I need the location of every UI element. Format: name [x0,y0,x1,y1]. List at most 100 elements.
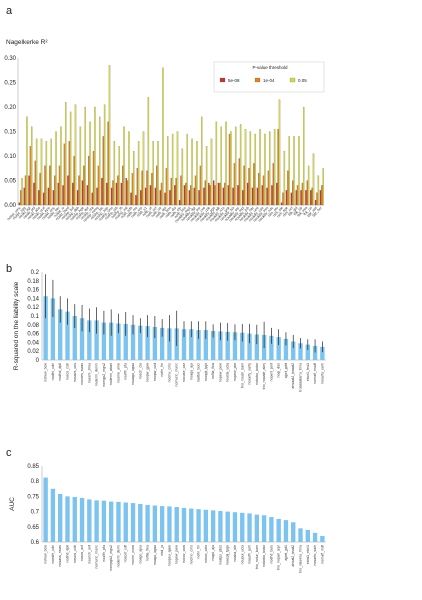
x-tick-label: nofila_fkiu [146,545,150,561]
y-tick-label: 0.16 [27,288,39,294]
x-tick-label: nofila_fkia [211,363,215,379]
x-tick-label: rsm_sle [272,206,284,218]
bar-0.05 [74,104,77,206]
legend-title: P-value threshold [252,65,288,70]
bar-0.05 [137,141,140,206]
bar-0.05 [230,131,232,206]
x-tick-label: ajpet_jpt1 [284,545,288,561]
panel-a-chart: Nagelkerke R² 0.00 0.05 0.10 0.15 0.20 0.25 0.3… [4,39,325,223]
bar-5e-08 [154,187,157,206]
bar-1e-04 [136,168,139,206]
bar [130,324,136,360]
bar-0.05 [298,136,300,206]
bar-5e-08 [261,185,263,206]
bar-1e-04 [63,143,66,206]
bar-1e-04 [204,180,207,206]
bar-1e-04 [44,165,46,206]
y-tick-label: 0.18 [27,279,39,285]
bar [167,506,172,542]
x-tick-label: rsm_ucl [282,206,294,218]
y-tick-label: 0.6 [31,540,40,546]
bar [291,341,296,360]
bar-0.05 [239,124,242,206]
bar-1e-04 [316,192,318,206]
x-tick-label: tbk_blr [293,205,304,216]
bar-1e-04 [92,151,95,206]
x-tick-label: tbk_uri [303,206,314,217]
bar-5e-08 [38,190,40,206]
bar-5e-08 [212,180,215,206]
x-tick-label: nbd_ju [160,545,164,556]
bar-0.05 [317,175,320,206]
x-tick-label: nomalf_mudf [313,363,317,384]
bar [167,328,172,360]
legend-entry: 0.05 [298,78,307,83]
bar-1e-04 [122,165,124,206]
x-tick-label: noedih_cdri [51,545,55,564]
bar-0.05 [269,131,271,206]
panel-c-chart: AUC 0.6 0.65 0.7 0.75 0.8 0.85 nshew_bcw noedih_… [9,464,326,573]
bar [240,332,245,360]
bar-5e-08 [314,200,317,206]
y-tick-label: 0.25 [4,81,16,87]
bar-1e-04 [88,155,90,206]
bar [72,316,77,360]
bar [159,506,165,542]
bar-1e-04 [126,180,129,206]
bar [58,309,63,360]
bar-0.05 [225,121,227,206]
y-tick-label: 0.65 [27,525,39,531]
bar-1e-04 [146,170,148,206]
x-tick-label: nobobo_bobo [262,545,266,567]
bar [152,505,158,542]
x-tick-label: noth_s1 [136,206,148,218]
bar [43,477,48,542]
x-tick-label: nodhd_dpll [58,363,62,381]
y-axis-label: AUC [9,497,16,511]
bar-1e-04 [20,190,22,206]
bar [196,330,201,360]
bar-1e-04 [97,165,100,206]
bar [305,344,310,360]
bar-0.05 [244,128,247,206]
bar-0.05 [288,136,290,206]
bar [225,331,230,360]
x-tick-label: nopew_jaw [233,363,237,381]
x-tick-label: noaka_ble [233,545,237,562]
bar [218,510,223,542]
bar-5e-08 [300,190,302,206]
bar-1e-04 [165,168,168,206]
bar [79,318,85,360]
bar-0.05 [273,128,276,206]
y-tick-label: 0.7 [31,510,40,516]
bar-1e-04 [141,170,143,206]
bar-5e-08 [198,190,200,206]
x-tick-label: nocuse_czz [182,363,186,382]
bar-0.05 [69,111,72,206]
x-tick-label: noderm_denm [95,363,99,386]
y-tick-label: 0.2 [31,270,40,276]
bar [232,332,238,360]
bar-0.05 [99,116,101,206]
x-tick-label: nocmu_cms [167,363,171,383]
bar-1e-04 [112,180,114,206]
bar-5e-08 [130,192,132,206]
x-tick-label: noaufh_jarh [248,545,252,564]
x-tick-label: nopew_pew [175,545,179,565]
bar [181,329,187,360]
bar-0.05 [210,138,213,206]
bar [79,497,85,542]
x-tick-label: nshew_bcw [44,545,48,564]
bar-1e-04 [29,146,32,206]
bar-1e-04 [296,185,299,206]
bar-1e-04 [68,141,71,206]
bar [130,503,136,542]
bar [101,322,107,360]
bar [94,500,99,542]
bar-5e-08 [23,187,25,206]
bar-1e-04 [267,170,270,206]
y-tick-label: 0.00 [4,203,16,209]
bar-5e-08 [237,185,239,206]
x-tick-label: ajprt_gdrt [284,363,288,378]
bar-5e-08 [18,202,21,206]
